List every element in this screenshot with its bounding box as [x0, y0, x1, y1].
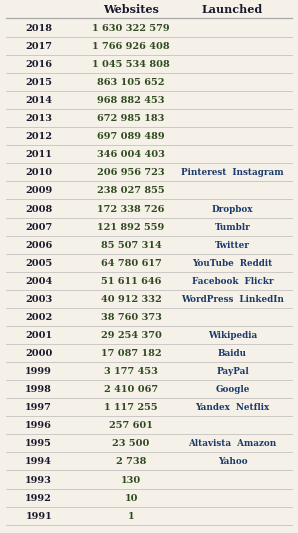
Text: 10: 10: [124, 494, 138, 503]
Text: 1997: 1997: [25, 403, 52, 413]
Text: 2011: 2011: [25, 150, 52, 159]
Text: Tumblr: Tumblr: [215, 223, 250, 232]
Text: Wikipedia: Wikipedia: [208, 331, 257, 340]
Text: 3 177 453: 3 177 453: [104, 367, 158, 376]
Text: 2 738: 2 738: [116, 457, 146, 466]
Text: WordPress  LinkedIn: WordPress LinkedIn: [181, 295, 284, 304]
Text: 1 766 926 408: 1 766 926 408: [92, 42, 170, 51]
Text: Yahoo: Yahoo: [218, 457, 247, 466]
Text: 2012: 2012: [25, 132, 52, 141]
Text: YouTube  Reddit: YouTube Reddit: [192, 259, 273, 268]
Text: 85 507 314: 85 507 314: [101, 241, 162, 249]
Text: 17 087 182: 17 087 182: [101, 349, 162, 358]
Text: Websites: Websites: [103, 4, 159, 15]
Text: 2018: 2018: [25, 24, 52, 33]
Text: 2014: 2014: [25, 96, 52, 105]
Text: 2002: 2002: [25, 313, 52, 322]
Text: Facebook  Flickr: Facebook Flickr: [192, 277, 273, 286]
Text: 1991: 1991: [25, 512, 52, 521]
Text: 121 892 559: 121 892 559: [97, 223, 165, 232]
Text: 257 601: 257 601: [109, 422, 153, 430]
Text: 2016: 2016: [25, 60, 52, 69]
Text: 1 630 322 579: 1 630 322 579: [92, 24, 170, 33]
Text: 130: 130: [121, 475, 141, 484]
Text: 238 027 855: 238 027 855: [97, 187, 165, 196]
Text: 2010: 2010: [25, 168, 52, 177]
Text: 1 117 255: 1 117 255: [104, 403, 158, 413]
Text: 1995: 1995: [25, 439, 52, 448]
Text: 1992: 1992: [25, 494, 52, 503]
Text: 2001: 2001: [25, 331, 52, 340]
Text: 2007: 2007: [25, 223, 52, 232]
Text: 2000: 2000: [25, 349, 52, 358]
Text: 863 105 652: 863 105 652: [97, 78, 165, 87]
Text: 1998: 1998: [25, 385, 52, 394]
Text: 2009: 2009: [25, 187, 52, 196]
Text: Yandex  Netflix: Yandex Netflix: [195, 403, 270, 413]
Text: 2003: 2003: [25, 295, 52, 304]
Text: 172 338 726: 172 338 726: [97, 205, 165, 214]
Text: 38 760 373: 38 760 373: [101, 313, 162, 322]
Text: 40 912 332: 40 912 332: [101, 295, 162, 304]
Text: 2005: 2005: [25, 259, 52, 268]
Text: Dropbox: Dropbox: [212, 205, 253, 214]
Text: Baidu: Baidu: [218, 349, 247, 358]
Text: Pinterest  Instagram: Pinterest Instagram: [181, 168, 284, 177]
Text: 346 004 403: 346 004 403: [97, 150, 165, 159]
Text: 968 882 453: 968 882 453: [97, 96, 165, 105]
Text: Twitter: Twitter: [215, 241, 250, 249]
Text: PayPal: PayPal: [216, 367, 249, 376]
Text: 2017: 2017: [25, 42, 52, 51]
Text: 2013: 2013: [25, 114, 52, 123]
Text: 1993: 1993: [25, 475, 52, 484]
Text: 1999: 1999: [25, 367, 52, 376]
Text: 29 254 370: 29 254 370: [101, 331, 162, 340]
Text: 672 985 183: 672 985 183: [97, 114, 165, 123]
Text: 1: 1: [128, 512, 134, 521]
Text: 64 780 617: 64 780 617: [101, 259, 162, 268]
Text: 2004: 2004: [25, 277, 52, 286]
Text: 1994: 1994: [25, 457, 52, 466]
Text: 2006: 2006: [25, 241, 52, 249]
Text: 2015: 2015: [25, 78, 52, 87]
Text: Google: Google: [215, 385, 250, 394]
Text: 23 500: 23 500: [112, 439, 150, 448]
Text: 206 956 723: 206 956 723: [97, 168, 165, 177]
Text: 2008: 2008: [25, 205, 52, 214]
Text: 2 410 067: 2 410 067: [104, 385, 158, 394]
Text: 697 089 489: 697 089 489: [97, 132, 165, 141]
Text: Launched: Launched: [202, 4, 263, 15]
Text: Altavista  Amazon: Altavista Amazon: [188, 439, 277, 448]
Text: 51 611 646: 51 611 646: [101, 277, 161, 286]
Text: 1 045 534 808: 1 045 534 808: [92, 60, 170, 69]
Text: 1996: 1996: [25, 422, 52, 430]
